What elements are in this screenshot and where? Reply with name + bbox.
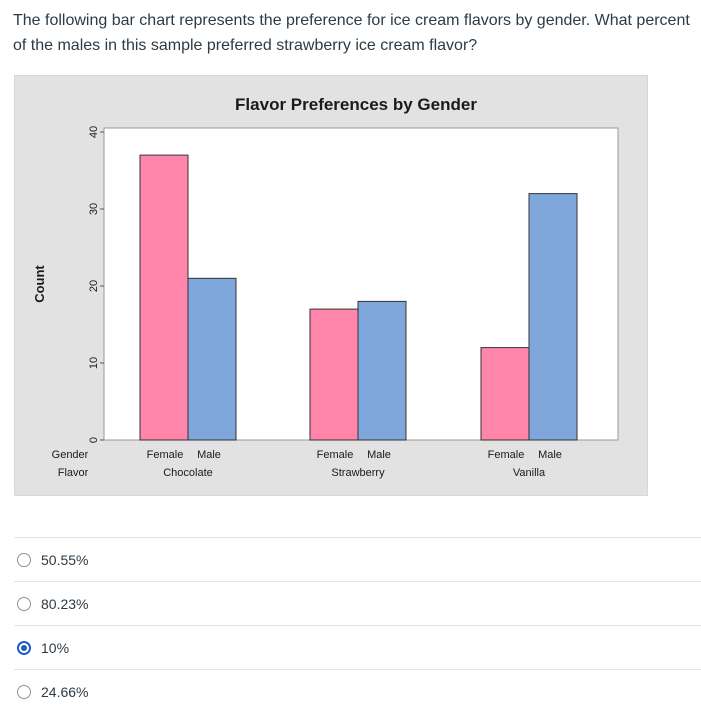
gender-label: Male [538,449,562,461]
y-tick-label: 30 [88,203,100,215]
radio-button[interactable] [17,640,31,655]
bar-chocolate-female [139,154,189,441]
answer-option-2[interactable]: 80.23% [14,581,701,625]
flavor-row-label: Flavor [58,467,89,479]
bar-chocolate-male [187,277,237,441]
bar-strawberry-male [357,300,407,441]
answer-option-4[interactable]: 24.66% [14,669,701,713]
bar-vanilla-female [480,347,530,441]
bar-vanilla-male [528,193,578,441]
answer-option-3[interactable]: 10% [14,625,701,669]
y-tick-label: 0 [88,437,100,443]
answer-option-1[interactable]: 50.55% [14,537,701,581]
flavor-label: Strawberry [331,467,385,479]
answer-label: 80.23% [41,595,89,612]
y-axis-label: Count [32,265,47,303]
question-text: The following bar chart represents the p… [13,12,690,54]
radio-button[interactable] [17,552,31,567]
y-tick-label: 10 [88,357,100,369]
gender-label: Female [317,449,354,461]
answer-label: 10% [41,639,70,656]
bar-chart-svg: Flavor Preferences by Gender 0 10 20 30 40 Cou… [14,75,648,496]
radio-button[interactable] [17,596,31,611]
y-tick-label: 40 [88,126,100,138]
y-tick-label: 20 [88,280,100,292]
bar-chart: Flavor Preferences by Gender 0 10 20 30 40 Cou… [14,75,648,496]
flavor-label: Vanilla [513,467,546,479]
gender-label: Female [147,449,184,461]
radio-button[interactable] [17,684,31,699]
bar-strawberry-female [309,308,359,441]
flavor-label: Chocolate [163,467,213,479]
answer-label: 50.55% [41,551,89,568]
gender-label: Male [197,449,221,461]
answer-options: 50.55% 80.23% 10% 24.66% [14,537,701,713]
gender-row-label: Gender [52,449,89,461]
gender-label: Male [367,449,391,461]
chart-title: Flavor Preferences by Gender [235,95,477,114]
answer-label: 24.66% [41,683,89,700]
gender-label: Female [488,449,525,461]
